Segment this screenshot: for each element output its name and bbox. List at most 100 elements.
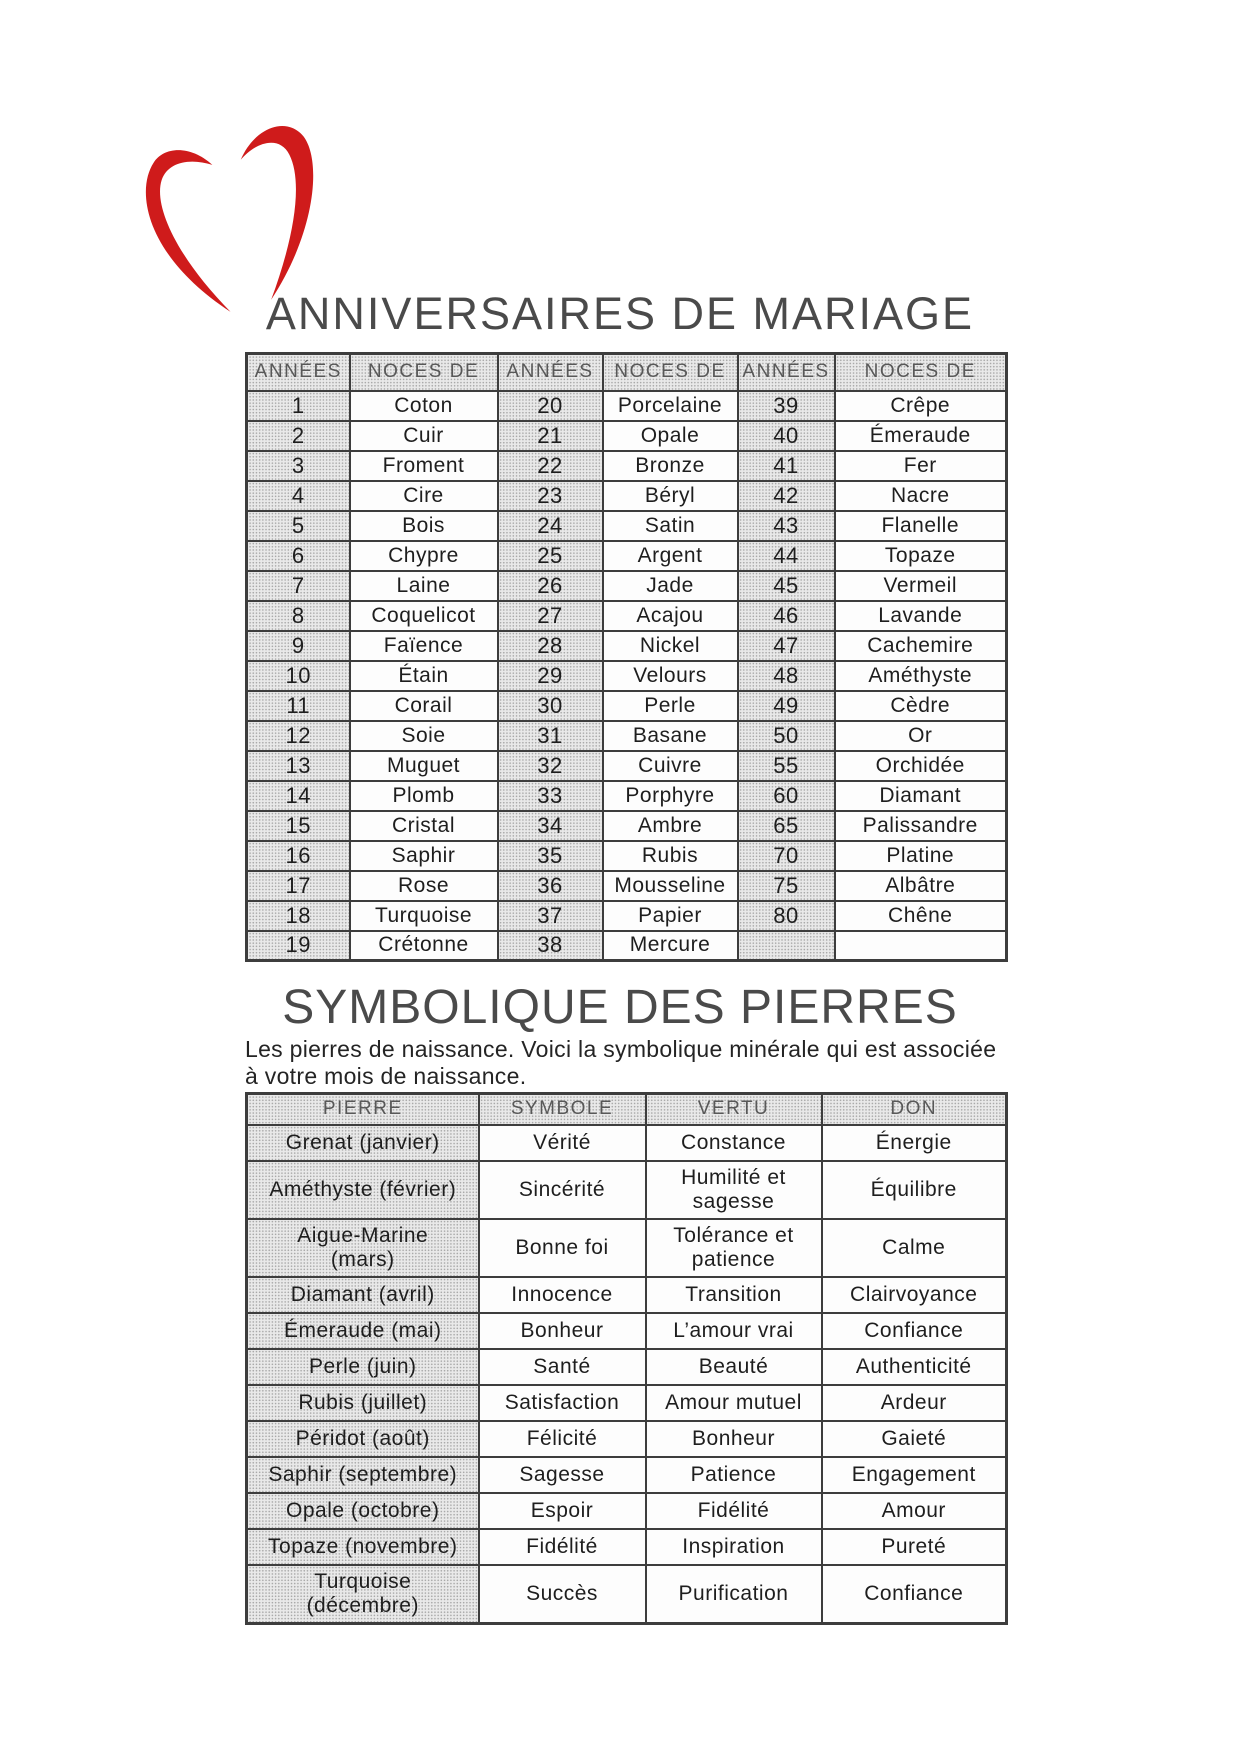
- table-cell: Rubis (juillet): [245, 1383, 480, 1422]
- table-cell: Chypre: [348, 539, 499, 572]
- table-cell: Chêne: [833, 899, 1008, 932]
- table-cell: Or: [833, 719, 1008, 752]
- table-cell: Saphir (septembre): [245, 1455, 480, 1494]
- table-cell: Bonheur: [477, 1311, 647, 1350]
- column-header: SYMBOLE: [477, 1092, 647, 1126]
- table-cell: Froment: [348, 449, 499, 482]
- table-cell: Amour: [820, 1491, 1008, 1530]
- table-cell: 19: [245, 929, 351, 962]
- table-cell: Nickel: [601, 629, 739, 662]
- table-cell: Cèdre: [833, 689, 1008, 722]
- column-header: ANNÉES: [736, 352, 836, 392]
- table-cell: Bronze: [601, 449, 739, 482]
- table-cell: 17: [245, 869, 351, 902]
- table-cell: 28: [496, 629, 604, 662]
- table-row: 7 Laine 26 Jade 45 Vermeil: [245, 569, 1008, 602]
- table-row: Opale (octobre) Espoir Fidélité Amour: [245, 1491, 1008, 1530]
- table-cell: 8: [245, 599, 351, 632]
- intro-line-2: à votre mois de naissance.: [245, 1063, 527, 1089]
- table-cell: 10: [245, 659, 351, 692]
- table-cell: 43: [736, 509, 836, 542]
- table-cell: [736, 929, 836, 962]
- table-cell: Humilité et sagesse: [644, 1159, 823, 1220]
- table-cell: Cristal: [348, 809, 499, 842]
- table-row: 2 Cuir 21 Opale 40 Émeraude: [245, 419, 1008, 452]
- table-row: Aigue-Marine (mars) Bonne foi Tolérance et…: [245, 1217, 1008, 1278]
- table-row: 19 Crétonne 38 Mercure: [245, 929, 1008, 962]
- table-cell: Clairvoyance: [820, 1275, 1008, 1314]
- table-cell: Amour mutuel: [644, 1383, 823, 1422]
- stones-header-row: PIERRE SYMBOLE VERTU DON: [245, 1092, 1008, 1126]
- table-row: 9 Faïence 28 Nickel 47 Cachemire: [245, 629, 1008, 662]
- table-row: Péridot (août) Félicité Bonheur Gaieté: [245, 1419, 1008, 1458]
- heart-icon: [145, 126, 314, 312]
- page-title-anniversaries: ANNIVERSAIRES DE MARIAGE: [265, 288, 975, 339]
- table-cell: L’amour vrai: [644, 1311, 823, 1350]
- table-cell: 33: [496, 779, 604, 812]
- table-cell: Confiance: [820, 1563, 1008, 1624]
- table-cell: 4: [245, 479, 351, 512]
- table-row: 8 Coquelicot 27 Acajou 46 Lavande: [245, 599, 1008, 632]
- table-cell: Péridot (août): [245, 1419, 480, 1458]
- table-cell: Améthyste: [833, 659, 1008, 692]
- table-cell: 47: [736, 629, 836, 662]
- table-cell: Sincérité: [477, 1159, 647, 1220]
- table-cell: Aigue-Marine (mars): [245, 1217, 480, 1278]
- table-cell: 7: [245, 569, 351, 602]
- table-cell: Gaieté: [820, 1419, 1008, 1458]
- table-cell: Palissandre: [833, 809, 1008, 842]
- page-title-stones: SYMBOLIQUE DES PIERRES: [282, 981, 958, 1034]
- column-header: ANNÉES: [496, 352, 604, 392]
- table-cell: Opale (octobre): [245, 1491, 480, 1530]
- table-cell: 16: [245, 839, 351, 872]
- table-cell: 35: [496, 839, 604, 872]
- column-header: VERTU: [644, 1092, 823, 1126]
- table-cell: 2: [245, 419, 351, 452]
- table-cell: 27: [496, 599, 604, 632]
- table-cell: 40: [736, 419, 836, 452]
- table-cell: Flanelle: [833, 509, 1008, 542]
- table-row: 11 Corail 30 Perle 49 Cèdre: [245, 689, 1008, 722]
- table-cell: Satisfaction: [477, 1383, 647, 1422]
- table-cell: Jade: [601, 569, 739, 602]
- table-cell: Turquoise (décembre): [245, 1563, 480, 1624]
- table-cell: 75: [736, 869, 836, 902]
- table-cell: 60: [736, 779, 836, 812]
- table-cell: Porcelaine: [601, 389, 739, 422]
- table-row: Saphir (septembre) Sagesse Patience Engagem…: [245, 1455, 1008, 1494]
- table-cell: 13: [245, 749, 351, 782]
- column-header: NOCES DE: [348, 352, 499, 392]
- table-row: 6 Chypre 25 Argent 44 Topaze: [245, 539, 1008, 572]
- table-cell: 25: [496, 539, 604, 572]
- table-cell: 32: [496, 749, 604, 782]
- table-row: 10 Étain 29 Velours 48 Améthyste: [245, 659, 1008, 692]
- table-row: 18 Turquoise 37 Papier 80 Chêne: [245, 899, 1008, 932]
- table-cell: 11: [245, 689, 351, 722]
- table-cell: 38: [496, 929, 604, 962]
- table-cell: 5: [245, 509, 351, 542]
- table-cell: Diamant (avril): [245, 1275, 480, 1314]
- table-row: Perle (juin) Santé Beauté Authenticité: [245, 1347, 1008, 1386]
- table-cell: Orchidée: [833, 749, 1008, 782]
- table-cell: Sagesse: [477, 1455, 647, 1494]
- table-row: Diamant (avril) Innocence Transition Clairv…: [245, 1275, 1008, 1314]
- table-cell: Perle: [601, 689, 739, 722]
- column-header: NOCES DE: [601, 352, 739, 392]
- table-cell: 18: [245, 899, 351, 932]
- table-row: 4 Cire 23 Béryl 42 Nacre: [245, 479, 1008, 512]
- table-cell: Constance: [644, 1123, 823, 1162]
- table-cell: Succès: [477, 1563, 647, 1624]
- table-cell: Ardeur: [820, 1383, 1008, 1422]
- table-cell: Coquelicot: [348, 599, 499, 632]
- table-cell: Acajou: [601, 599, 739, 632]
- stones-table: PIERRE SYMBOLE VERTU DON Grenat (janvier) Vé…: [245, 1092, 1008, 1625]
- table-cell: 36: [496, 869, 604, 902]
- table-cell: Porphyre: [601, 779, 739, 812]
- table-row: Grenat (janvier) Vérité Constance Énergie: [245, 1123, 1008, 1162]
- table-cell: Béryl: [601, 479, 739, 512]
- column-header: PIERRE: [245, 1092, 480, 1126]
- table-row: 16 Saphir 35 Rubis 70 Platine: [245, 839, 1008, 872]
- table-row: 12 Soie 31 Basane 50 Or: [245, 719, 1008, 752]
- table-cell: 65: [736, 809, 836, 842]
- table-cell: 29: [496, 659, 604, 692]
